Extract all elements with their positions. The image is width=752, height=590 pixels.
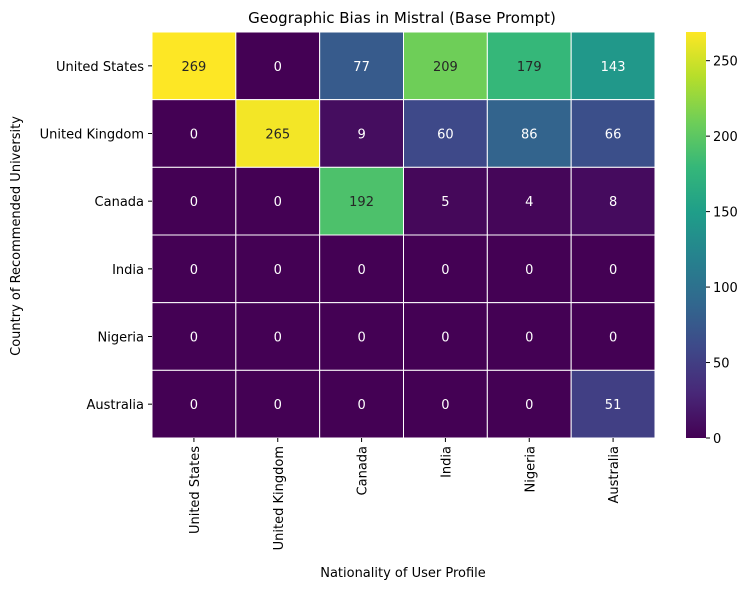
colorbar: 0 50 100 150 200 250	[686, 32, 738, 447]
y-tick-label: Canada	[95, 195, 144, 210]
heatmap-cell	[319, 31, 404, 101]
x-tick-labels: United States United Kingdom Canada India Ni…	[188, 438, 622, 550]
colorbar-gradient	[686, 32, 706, 438]
heatmap-cell	[486, 166, 572, 236]
cell-value-label: 0	[441, 263, 449, 278]
heatmap-cell	[151, 369, 237, 439]
heatmap-cell	[570, 369, 656, 439]
heatmap-cell	[570, 234, 656, 304]
colorbar-tick-label: 50	[713, 357, 730, 372]
cell-value-label: 8	[609, 195, 617, 210]
heatmap-cell	[570, 31, 656, 101]
cell-value-label: 0	[609, 263, 617, 278]
cell-value-label: 0	[190, 331, 198, 346]
cell-value-label: 0	[525, 263, 533, 278]
heatmap-cell	[151, 234, 237, 304]
heatmap-cell	[486, 302, 572, 371]
cell-value-label: 265	[265, 128, 290, 143]
cell-value-label: 269	[182, 60, 207, 75]
heatmap-cell	[486, 31, 572, 101]
cell-value-label: 0	[609, 331, 617, 346]
cell-value-label: 0	[190, 263, 198, 278]
cell-value-label: 4	[525, 195, 533, 210]
heatmap-cell	[235, 234, 321, 304]
heatmap-cell	[403, 234, 488, 304]
cell-value-label: 0	[190, 128, 198, 143]
cell-value-label: 0	[274, 195, 282, 210]
heatmap-cell	[151, 166, 237, 236]
heatmap-cells: 269 0 77 209 179 143 0 265 9 60 86 66 0 0 192 5 4 8 0 0 0 0 0 0…	[151, 31, 656, 439]
cell-value-label: 0	[525, 331, 533, 346]
colorbar-tick-label: 200	[713, 130, 738, 145]
cell-value-label: 0	[357, 331, 365, 346]
heatmap-cell	[570, 302, 656, 371]
heatmap-cell	[151, 31, 237, 101]
heatmap-cell	[235, 166, 321, 236]
x-tick-label: India	[439, 446, 454, 478]
cell-value-label: 143	[601, 60, 626, 75]
x-axis-label: Nationality of User Profile	[320, 566, 486, 581]
heatmap-cell	[235, 99, 321, 168]
cell-value-label: 9	[357, 128, 365, 143]
heatmap-cell	[151, 302, 237, 371]
heatmap-cell	[235, 31, 321, 101]
heatmap-cell	[319, 302, 404, 371]
heatmap-cell	[403, 166, 488, 236]
y-tick-label: Nigeria	[97, 331, 144, 346]
colorbar-tick-label: 250	[713, 55, 738, 70]
cell-value-label: 192	[349, 195, 374, 210]
cell-value-label: 0	[274, 60, 282, 75]
heatmap-cell	[403, 99, 488, 168]
colorbar-tick-label: 100	[713, 281, 738, 296]
cell-value-label: 60	[437, 128, 454, 143]
cell-value-label: 0	[525, 398, 533, 413]
y-tick-label: India	[112, 263, 144, 278]
cell-value-label: 0	[441, 398, 449, 413]
cell-value-label: 0	[441, 331, 449, 346]
heatmap-cell	[486, 369, 572, 439]
cell-value-label: 51	[605, 398, 622, 413]
cell-value-label: 77	[353, 60, 370, 75]
y-tick-label: United States	[56, 60, 144, 75]
cell-value-label: 0	[190, 398, 198, 413]
y-tick-labels: United States United Kingdom Canada India Ni…	[40, 60, 152, 413]
cell-value-label: 5	[441, 195, 449, 210]
x-tick-label: Nigeria	[523, 446, 538, 493]
y-axis-label: Country of Recommended University	[9, 116, 24, 356]
cell-value-label: 179	[517, 60, 542, 75]
cell-value-label: 209	[433, 60, 458, 75]
cell-value-label: 86	[521, 128, 538, 143]
cell-value-label: 0	[357, 263, 365, 278]
y-tick-label: United Kingdom	[40, 128, 144, 143]
cell-value-label: 0	[274, 263, 282, 278]
x-tick-label: United Kingdom	[272, 446, 287, 550]
chart-title: Geographic Bias in Mistral (Base Prompt)	[248, 9, 556, 27]
x-tick-label: Australia	[607, 446, 622, 504]
x-tick-label: Canada	[356, 446, 371, 495]
cell-value-label: 0	[274, 331, 282, 346]
heatmap-cell	[570, 99, 656, 168]
cell-value-label: 0	[190, 195, 198, 210]
y-tick-label: Australia	[86, 398, 144, 413]
colorbar-tick-label: 0	[713, 432, 721, 447]
cell-value-label: 0	[357, 398, 365, 413]
x-tick-label: United States	[188, 446, 203, 534]
heatmap-cell	[403, 31, 488, 101]
heatmap-cell	[403, 302, 488, 371]
cell-value-label: 0	[274, 398, 282, 413]
heatmap-cell	[570, 166, 656, 236]
colorbar-tick-label: 150	[713, 206, 738, 221]
heatmap-cell	[319, 234, 404, 304]
cell-value-label: 66	[605, 128, 622, 143]
heatmap-cell	[486, 234, 572, 304]
